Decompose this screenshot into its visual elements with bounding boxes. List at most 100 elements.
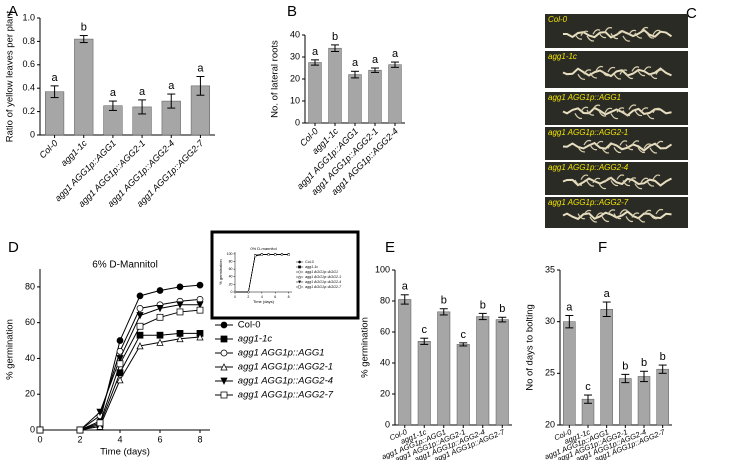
bar: [637, 376, 651, 426]
marker: [220, 363, 228, 371]
lateral-root: [631, 140, 640, 146]
lateral-root: [610, 180, 619, 187]
lateral-root: [577, 73, 586, 80]
significance-letter: c: [461, 329, 467, 341]
lateral-root: [619, 69, 628, 75]
image-label: agg1 AGG1p::AGG2-1: [548, 128, 628, 137]
lateral-root: [649, 147, 658, 154]
lateral-root: [634, 32, 643, 39]
lateral-root: [607, 66, 616, 73]
significance-letter: b: [641, 357, 647, 369]
lateral-root: [595, 65, 604, 72]
lateral-root: [628, 177, 637, 183]
legend-label: agg1 AGG1p::AGG2-1: [305, 275, 341, 279]
lateral-root: [598, 110, 607, 117]
marker: [220, 321, 228, 329]
panel-label: B: [287, 3, 297, 20]
marker: [196, 281, 204, 289]
lateral-root: [577, 213, 586, 220]
error-bar: [167, 93, 176, 109]
error-bar: [459, 342, 468, 347]
y-tick-label: 40: [25, 353, 35, 363]
significance-letter: a: [372, 54, 379, 66]
marker: [156, 287, 164, 294]
lateral-root: [640, 177, 649, 184]
significance-letter: a: [604, 288, 611, 300]
y-tick-label: 60: [25, 317, 35, 327]
lateral-root: [580, 106, 589, 113]
bar: [368, 69, 382, 124]
y-tick-label: 40: [229, 275, 233, 279]
x-tick-label: 6: [274, 295, 276, 299]
lateral-root: [601, 216, 610, 223]
y-tick-label: 20: [25, 389, 35, 399]
error-bar: [602, 301, 611, 317]
significance-letter: a: [52, 72, 59, 84]
error-bar: [138, 99, 147, 115]
error-bar: [196, 76, 205, 96]
lateral-root: [598, 183, 607, 190]
marker: [176, 283, 184, 291]
legend-label: agg1-1c: [238, 334, 273, 345]
x-tick-label: 0: [234, 295, 236, 299]
lateral-root: [619, 209, 628, 215]
series-line: [40, 304, 200, 431]
panel-label: D: [8, 239, 19, 256]
lateral-root: [649, 213, 658, 220]
significance-letter: c: [422, 324, 428, 336]
x-tick-label: 0: [37, 434, 42, 444]
error-bar: [331, 44, 339, 52]
y-tick-label: 60: [229, 267, 233, 271]
legend-label: agg1-1c: [305, 265, 318, 269]
error-bar: [478, 312, 487, 321]
lateral-root: [622, 110, 631, 117]
y-tick-label: 20: [229, 282, 233, 286]
lateral-root: [652, 107, 661, 114]
marker: [116, 337, 124, 344]
lateral-root: [595, 212, 604, 218]
error-bar: [498, 316, 507, 323]
marker: [96, 419, 104, 427]
marker: [116, 360, 124, 368]
marker: [136, 322, 144, 330]
marker: [96, 422, 104, 430]
significance-letter: b: [480, 299, 486, 311]
lateral-root: [628, 104, 637, 110]
significance-letter: a: [402, 281, 409, 293]
lateral-root: [574, 113, 583, 120]
y-tick-label: 0: [30, 424, 35, 434]
marker: [136, 292, 144, 300]
significance-letter: a: [110, 87, 117, 99]
significance-letter: a: [168, 80, 175, 92]
marker: [136, 331, 144, 339]
bar: [495, 319, 509, 426]
bar: [619, 378, 632, 426]
lateral-root: [616, 174, 625, 180]
lateral-root: [592, 29, 601, 35]
image-label: agg1 AGG1p::AGG2-4: [548, 163, 629, 172]
lateral-root: [637, 70, 646, 77]
significance-letter: a: [139, 86, 146, 98]
error-bar: [439, 308, 448, 316]
significance-letter: b: [622, 360, 628, 372]
image-label: agg1 AGG1p::AGG1: [548, 93, 621, 102]
marker: [260, 253, 263, 256]
root-image: [545, 51, 688, 88]
root-image: [545, 14, 688, 48]
lateral-root: [607, 209, 616, 215]
legend-label: agg1 AGG1p::AGG2-7: [238, 390, 334, 401]
marker: [176, 301, 184, 309]
root: [562, 141, 673, 152]
bar: [388, 64, 402, 124]
error-bar: [371, 67, 379, 73]
lateral-root: [622, 180, 631, 187]
significance-letter: a: [312, 46, 319, 58]
marker: [116, 355, 124, 363]
marker: [196, 301, 204, 309]
y-tick-label: 80: [229, 259, 233, 263]
legend-label: agg1 AGG1p::AGG1: [305, 270, 338, 274]
lateral-root: [628, 29, 637, 36]
root: [562, 106, 672, 117]
y-tick-label: 0.2: [22, 106, 35, 116]
